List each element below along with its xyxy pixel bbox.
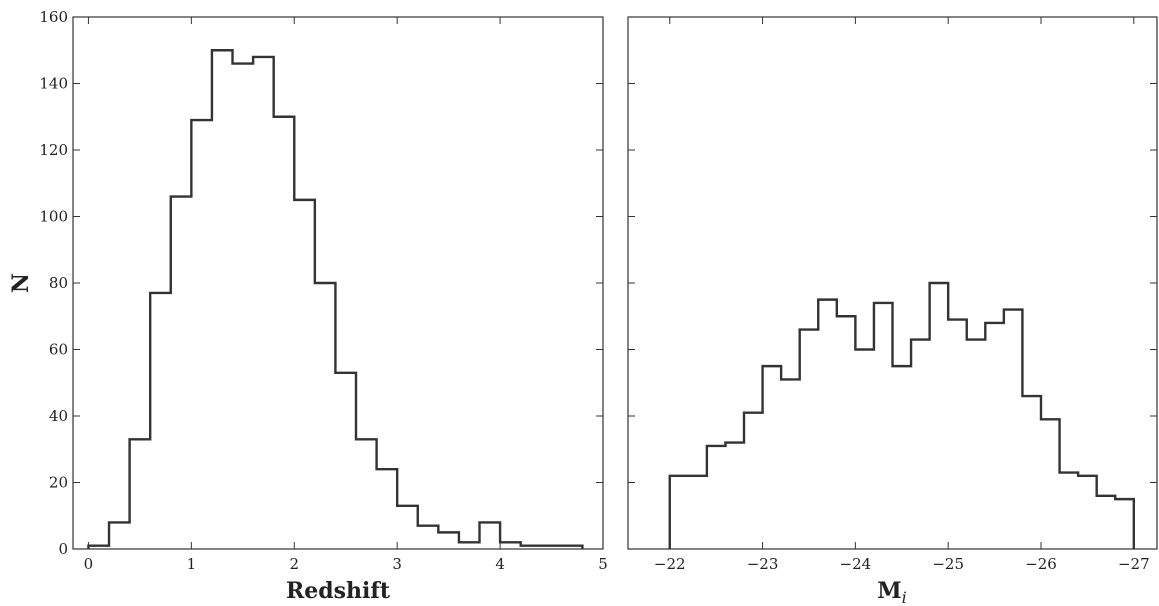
y-tick-label: 100: [39, 208, 68, 226]
x-tick-label: 0: [84, 555, 94, 573]
histogram-bin: [930, 283, 949, 549]
histogram-bin: [985, 323, 1004, 549]
histogram-bin: [171, 197, 192, 549]
x-tick-label: −22: [654, 555, 686, 573]
x-tick-label: 5: [598, 555, 608, 573]
histogram-bin: [253, 57, 274, 549]
histogram-bin: [725, 443, 744, 549]
y-tick-label: 0: [58, 540, 68, 558]
y-tick-label: 160: [39, 8, 68, 26]
x-tick-label: −25: [932, 555, 964, 573]
histogram-bin: [212, 50, 233, 549]
x-tick-label: −27: [1118, 555, 1150, 573]
y-tick-label: 120: [39, 141, 68, 159]
histogram-bin: [763, 366, 782, 549]
x-tick-label: 2: [289, 555, 299, 573]
histogram-bin: [233, 64, 254, 549]
histogram-bin: [150, 293, 171, 549]
histogram-bin: [397, 506, 418, 549]
x-tick-label: 4: [495, 555, 505, 573]
x-axis-label-subscript: i: [902, 588, 907, 606]
x-tick-label: 1: [187, 555, 197, 573]
histogram-bin: [1115, 499, 1134, 549]
histogram-bin: [837, 316, 856, 549]
histogram-bin: [418, 526, 439, 549]
histogram-bin: [1022, 396, 1041, 549]
x-tick-label: −26: [1025, 555, 1057, 573]
histogram-bin: [1060, 473, 1079, 549]
histogram-bin: [315, 283, 336, 549]
absolute-magnitude-histogram-panel: −22 −23 −24 −25 −26 −27 Mi: [627, 16, 1158, 606]
y-tick-label: 60: [49, 341, 68, 359]
y-tick-label: 80: [49, 274, 68, 292]
redshift-histogram-panel: 0 20 40 60 80 100 120 140 160 0 1 2 3 4 5 Redshift N: [8, 8, 608, 604]
y-tick-label: 140: [39, 75, 68, 93]
histogram-bin: [562, 546, 583, 549]
histogram-outline: [87, 49, 584, 549]
histogram-bin: [88, 546, 109, 549]
histogram-bin: [191, 120, 212, 549]
histogram-bin: [744, 413, 763, 549]
histogram-bin: [818, 300, 837, 549]
x-axis-label-redshift: Redshift: [286, 578, 391, 604]
y-axis-label: N: [8, 273, 34, 293]
histogram-bin: [855, 350, 874, 550]
histogram-bin: [781, 379, 800, 549]
histogram-bin: [1097, 496, 1116, 549]
histogram-bin: [130, 439, 151, 549]
histogram-bin: [294, 200, 315, 549]
x-axis-label-magnitude: Mi: [877, 578, 906, 606]
histogram-bin: [1078, 476, 1097, 549]
histogram-bin: [707, 446, 726, 549]
histogram-bin: [688, 476, 707, 549]
y-tick-label: 40: [49, 407, 68, 425]
histogram-bin: [1004, 310, 1023, 549]
histogram-outline: [668, 281, 1135, 549]
histogram-bin: [911, 340, 930, 549]
histogram-bin: [274, 117, 295, 549]
histogram-bin: [874, 303, 893, 549]
histogram-bin: [893, 366, 912, 549]
histogram-bin: [500, 542, 521, 549]
y-tick-label: 20: [49, 474, 68, 492]
histogram-bin: [109, 522, 130, 549]
histogram-bin: [459, 542, 480, 549]
histogram-bin: [948, 320, 967, 549]
histogram-bin: [480, 522, 501, 549]
x-axis-label-main: M: [877, 578, 901, 604]
histogram-bin: [1041, 419, 1060, 549]
histogram-bin: [670, 476, 689, 549]
x-tick-label: 3: [392, 555, 402, 573]
histogram-bin: [335, 373, 356, 549]
histogram-bin: [967, 340, 986, 549]
histogram-bin: [541, 546, 562, 549]
histogram-bin: [377, 469, 398, 549]
histogram-bin: [438, 532, 459, 549]
histogram-bin: [521, 546, 542, 549]
x-tick-label: −24: [840, 555, 872, 573]
histogram-bin: [356, 439, 377, 549]
histogram-bin: [800, 330, 819, 549]
x-tick-label: −23: [747, 555, 779, 573]
